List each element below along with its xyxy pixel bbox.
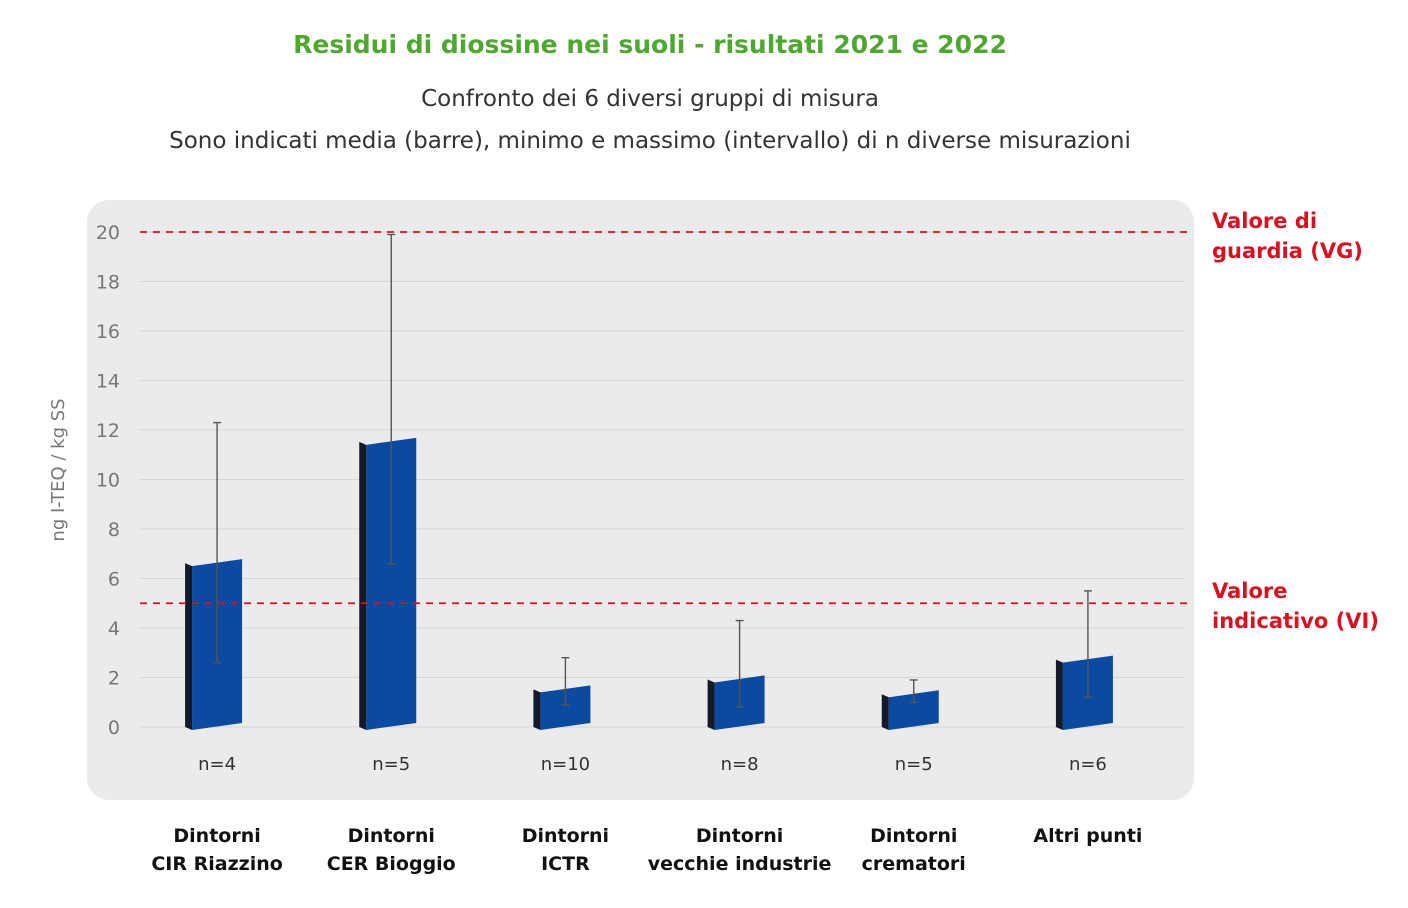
sample-count-label: n=4: [198, 754, 236, 775]
y-tick-label: 6: [108, 569, 120, 591]
chart-title: Residui di diossine nei suoli - risultat…: [293, 30, 1007, 59]
bar-side: [185, 563, 193, 730]
bar-side: [707, 679, 715, 730]
sample-count-label: n=5: [895, 754, 933, 775]
x-category-label: Dintorni CER Bioggio: [326, 825, 456, 875]
x-category-label: Altri punti: [1033, 825, 1143, 847]
y-tick-label: 0: [108, 717, 120, 739]
y-tick-label: 14: [96, 371, 120, 393]
x-category-label: Dintorni CIR Riazzino: [151, 825, 283, 875]
bar-side: [533, 689, 541, 730]
x-category-label: Dintorni crematori: [861, 825, 966, 875]
sample-count-label: n=10: [541, 754, 590, 775]
bar-side: [1055, 659, 1063, 730]
y-tick-label: 8: [108, 519, 120, 541]
plot-panel: [87, 200, 1194, 800]
bar-side: [881, 694, 889, 730]
sample-count-label: n=5: [372, 754, 410, 775]
y-tick-label: 20: [96, 222, 120, 244]
bar: [888, 690, 939, 730]
x-category-label: Dintorni vecchie industrie: [647, 825, 832, 875]
reference-label-vg: Valore di guardia (VG): [1212, 209, 1363, 263]
y-tick-label: 16: [96, 321, 120, 343]
chart-subtitle-line-1: Confronto dei 6 diversi gruppi di misura: [421, 86, 879, 112]
bar-side: [359, 441, 367, 730]
y-axis-label: ng I-TEQ / kg SS: [48, 398, 69, 541]
reference-label-vi: Valore indicativo (VI): [1212, 579, 1379, 633]
bar: [540, 685, 591, 730]
sample-count-label: n=6: [1069, 754, 1107, 775]
y-tick-label: 4: [108, 618, 120, 640]
bar: [366, 437, 417, 730]
chart-subtitle-line-2: Sono indicati media (barre), minimo e ma…: [169, 128, 1131, 154]
sample-count-label: n=8: [721, 754, 759, 775]
y-tick-label: 18: [96, 272, 120, 294]
x-category-label: Dintorni ICTR: [521, 825, 610, 875]
y-tick-label: 10: [96, 470, 120, 492]
y-tick-label: 2: [108, 668, 120, 690]
y-tick-label: 12: [96, 420, 120, 442]
